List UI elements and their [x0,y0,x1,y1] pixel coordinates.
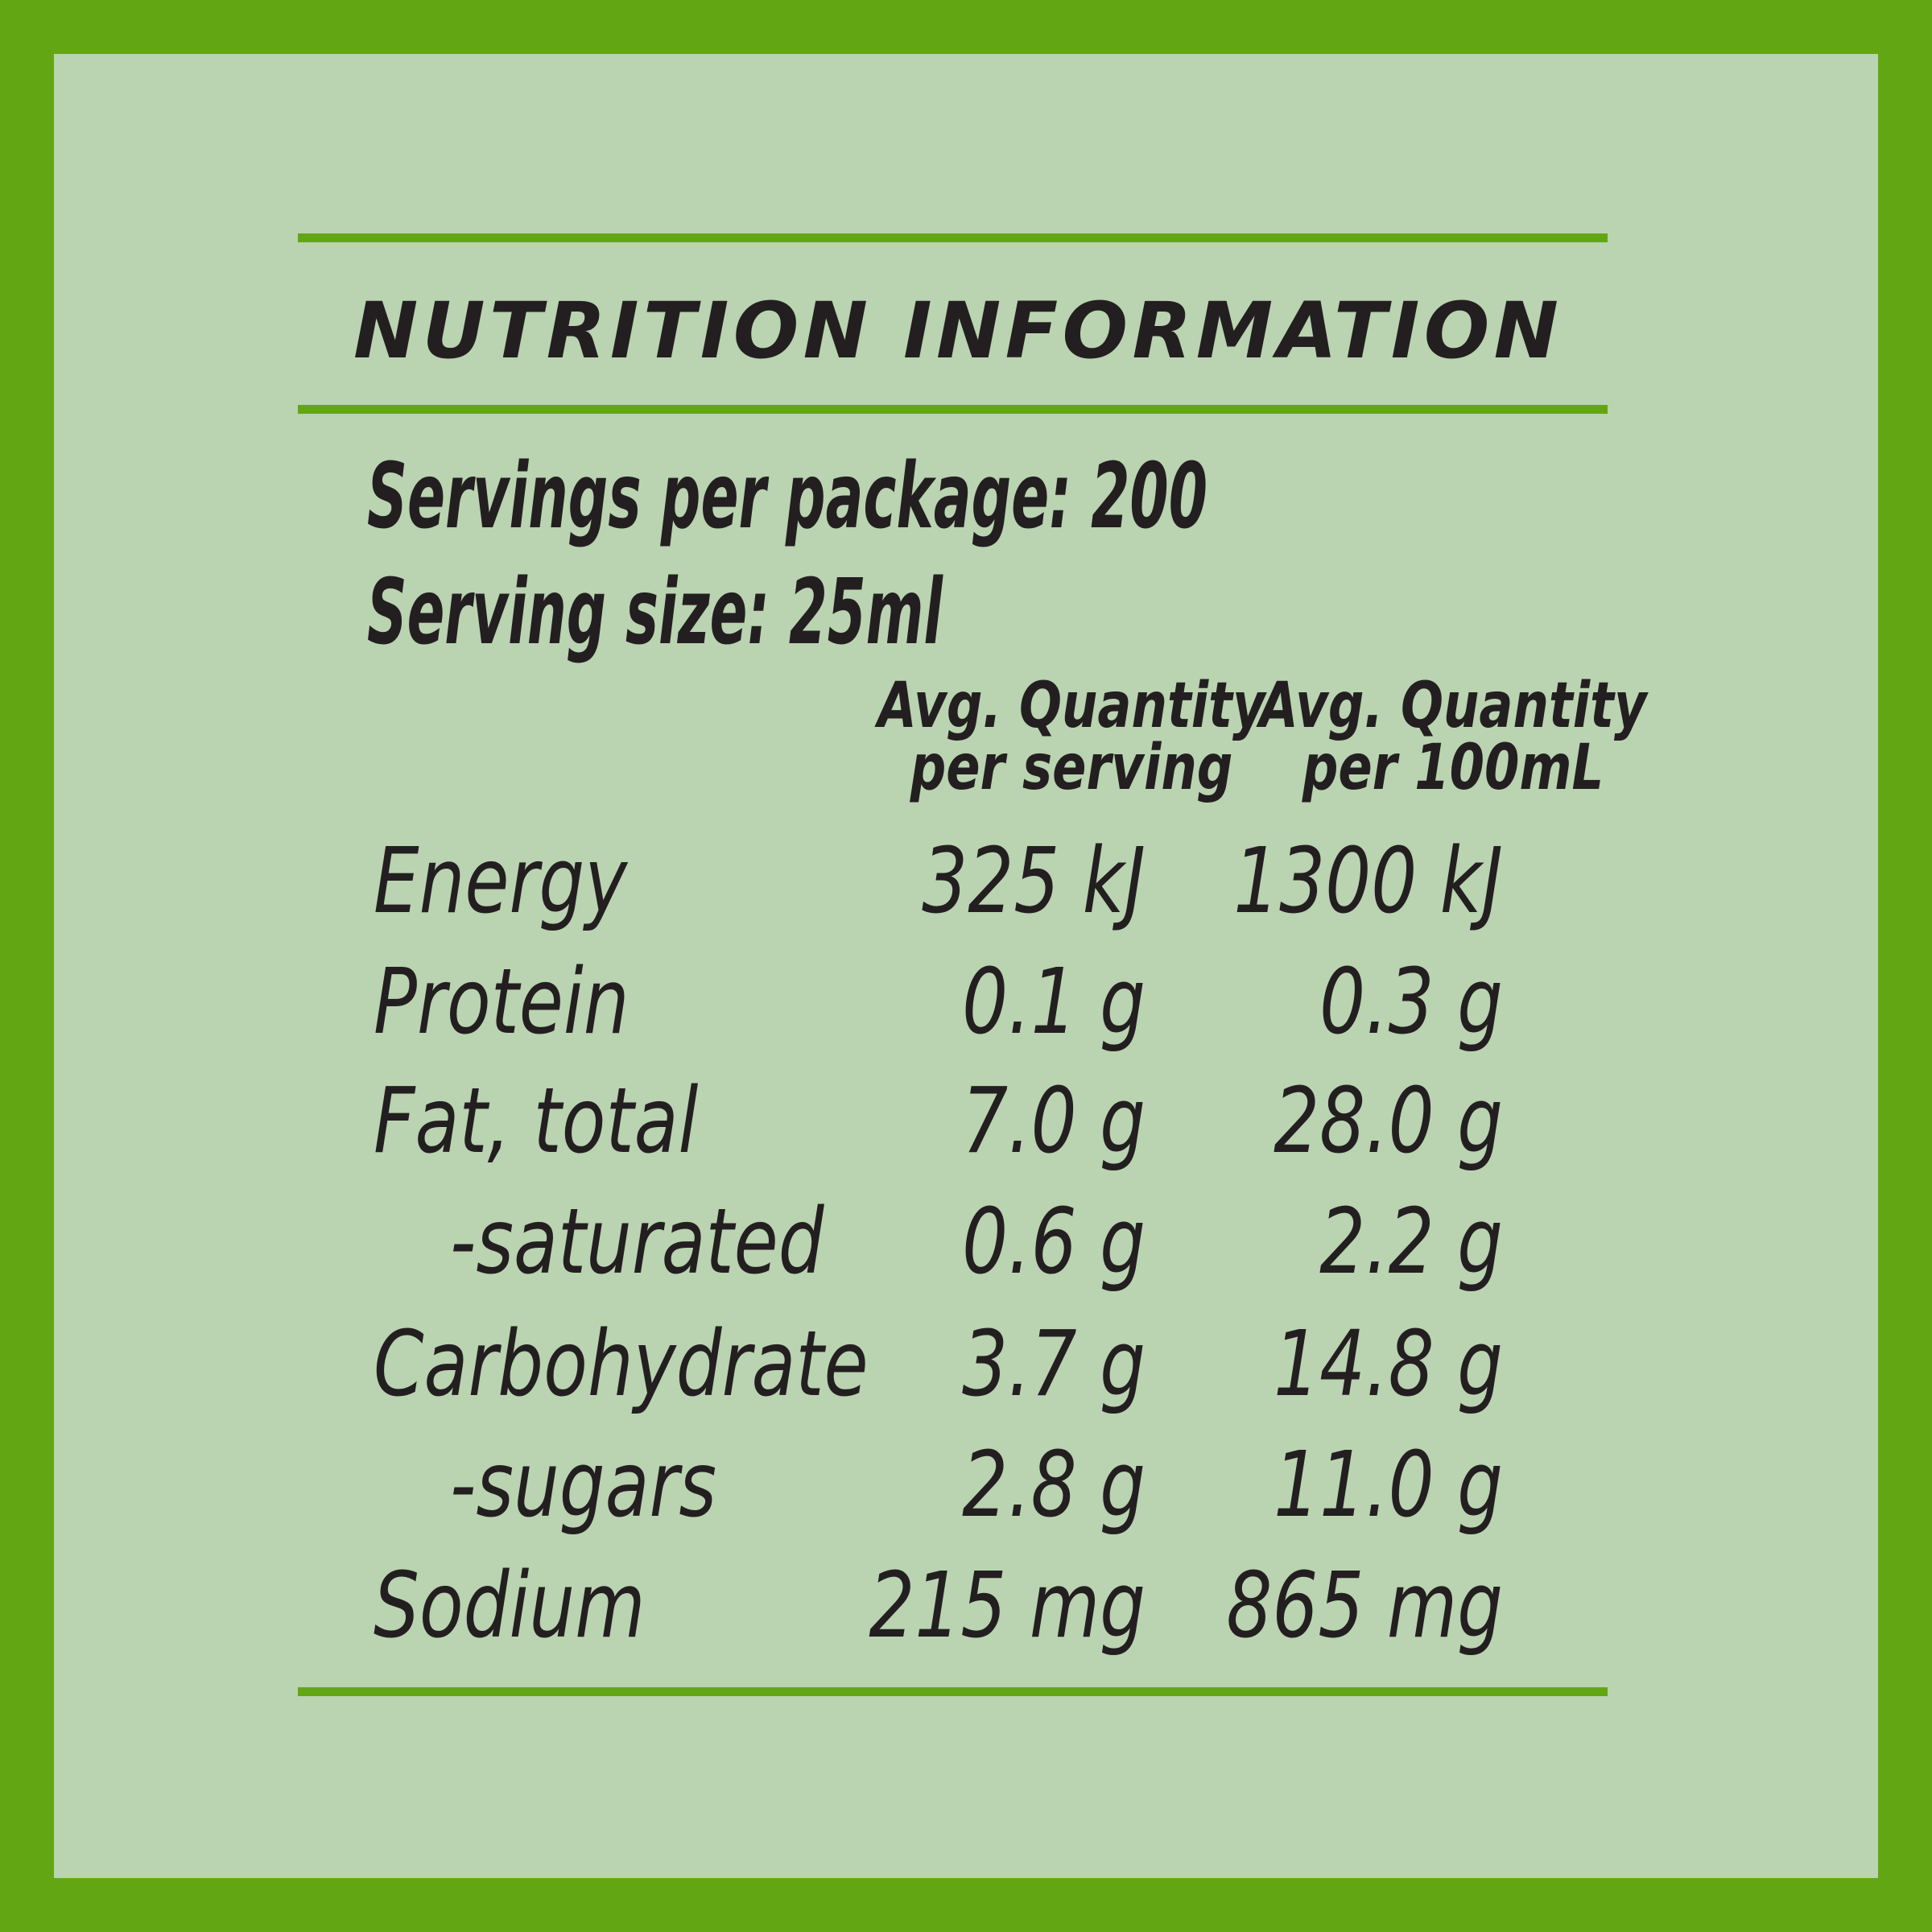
nutrient-name: Energy [374,828,629,933]
column-header: per serving [910,730,1233,804]
per-serving-value: 0.6 g [962,1189,1146,1294]
rule-top [298,233,1608,242]
per-serving-value: 215 mg [869,1553,1146,1657]
title: NUTRITION INFORMATION [353,286,1558,376]
rule-bottom [298,1687,1608,1696]
nutrient-name: Protein [374,949,630,1054]
column-header: per 100mL [1302,730,1604,804]
per-100ml-value: 0.3 g [1319,949,1503,1054]
serving-size: Serving size: 25ml [367,560,943,665]
per-100ml-value: 2.2 g [1319,1189,1503,1294]
per-100ml-value: 11.0 g [1274,1432,1503,1537]
nutrient-name: -sugars [450,1432,716,1537]
per-100ml-value: 1300 kJ [1233,828,1503,933]
nutrient-name: Carbohydrate [374,1311,869,1416]
column-header: Avg. Quantity [1256,668,1649,742]
nutrient-name: Fat, total [374,1068,698,1173]
per-serving-value: 3.7 g [962,1311,1146,1416]
per-100ml-value: 14.8 g [1274,1311,1503,1416]
nutrient-name: Sodium [374,1553,645,1657]
per-serving-value: 325 kJ [922,828,1146,933]
nutrient-name: -saturated [450,1189,824,1294]
panel [54,54,1878,1878]
rule-title [298,405,1608,414]
per-serving-value: 2.8 g [962,1432,1146,1537]
servings-per-package: Servings per package: 200 [367,444,1208,549]
per-100ml-value: 865 mg [1226,1553,1503,1657]
per-serving-value: 0.1 g [962,949,1146,1054]
column-header: Avg. Quantity [874,668,1267,742]
per-100ml-value: 28.0 g [1274,1068,1503,1173]
per-serving-value: 7.0 g [962,1068,1146,1173]
